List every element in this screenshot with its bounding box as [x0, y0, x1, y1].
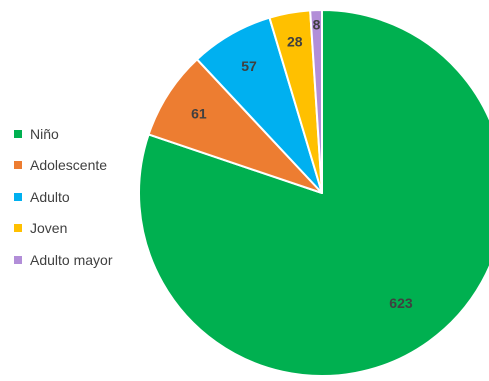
legend-label: Adulto: [30, 188, 70, 205]
pie-slices: [138, 8, 489, 377]
legend-item-adulto-mayor: Adulto mayor: [14, 244, 112, 276]
legend-swatch: [14, 129, 22, 138]
legend-item-adulto: Adulto: [14, 181, 112, 213]
legend-swatch: [14, 224, 22, 233]
data-label-nino: 623: [389, 295, 413, 311]
data-label-adulto: 57: [241, 58, 257, 74]
pie-slice-nino: [138, 9, 489, 377]
data-label-joven: 28: [287, 34, 303, 50]
chart-legend: Niño Adolescente Adulto Joven Adulto may…: [14, 118, 112, 276]
legend-label: Adulto mayor: [30, 251, 113, 268]
legend-item-joven: Joven: [14, 213, 112, 245]
legend-item-adolescente: Adolescente: [14, 150, 112, 182]
legend-label: Adolescente: [30, 157, 108, 174]
legend-swatch: [14, 192, 22, 201]
pie-slice-adulto-mayor: [309, 8, 323, 194]
data-label-adolescente: 61: [191, 106, 207, 122]
pie-slice-adolescente: [147, 58, 323, 194]
legend-swatch: [14, 161, 22, 170]
legend-label: Niño: [30, 125, 59, 142]
legend-swatch: [14, 255, 22, 264]
legend-label: Joven: [30, 220, 68, 237]
pie-data-labels: 623 61 57 28 8: [191, 17, 413, 311]
legend-item-nino: Niño: [14, 118, 112, 150]
data-label-adulto-mayor: 8: [313, 17, 321, 33]
